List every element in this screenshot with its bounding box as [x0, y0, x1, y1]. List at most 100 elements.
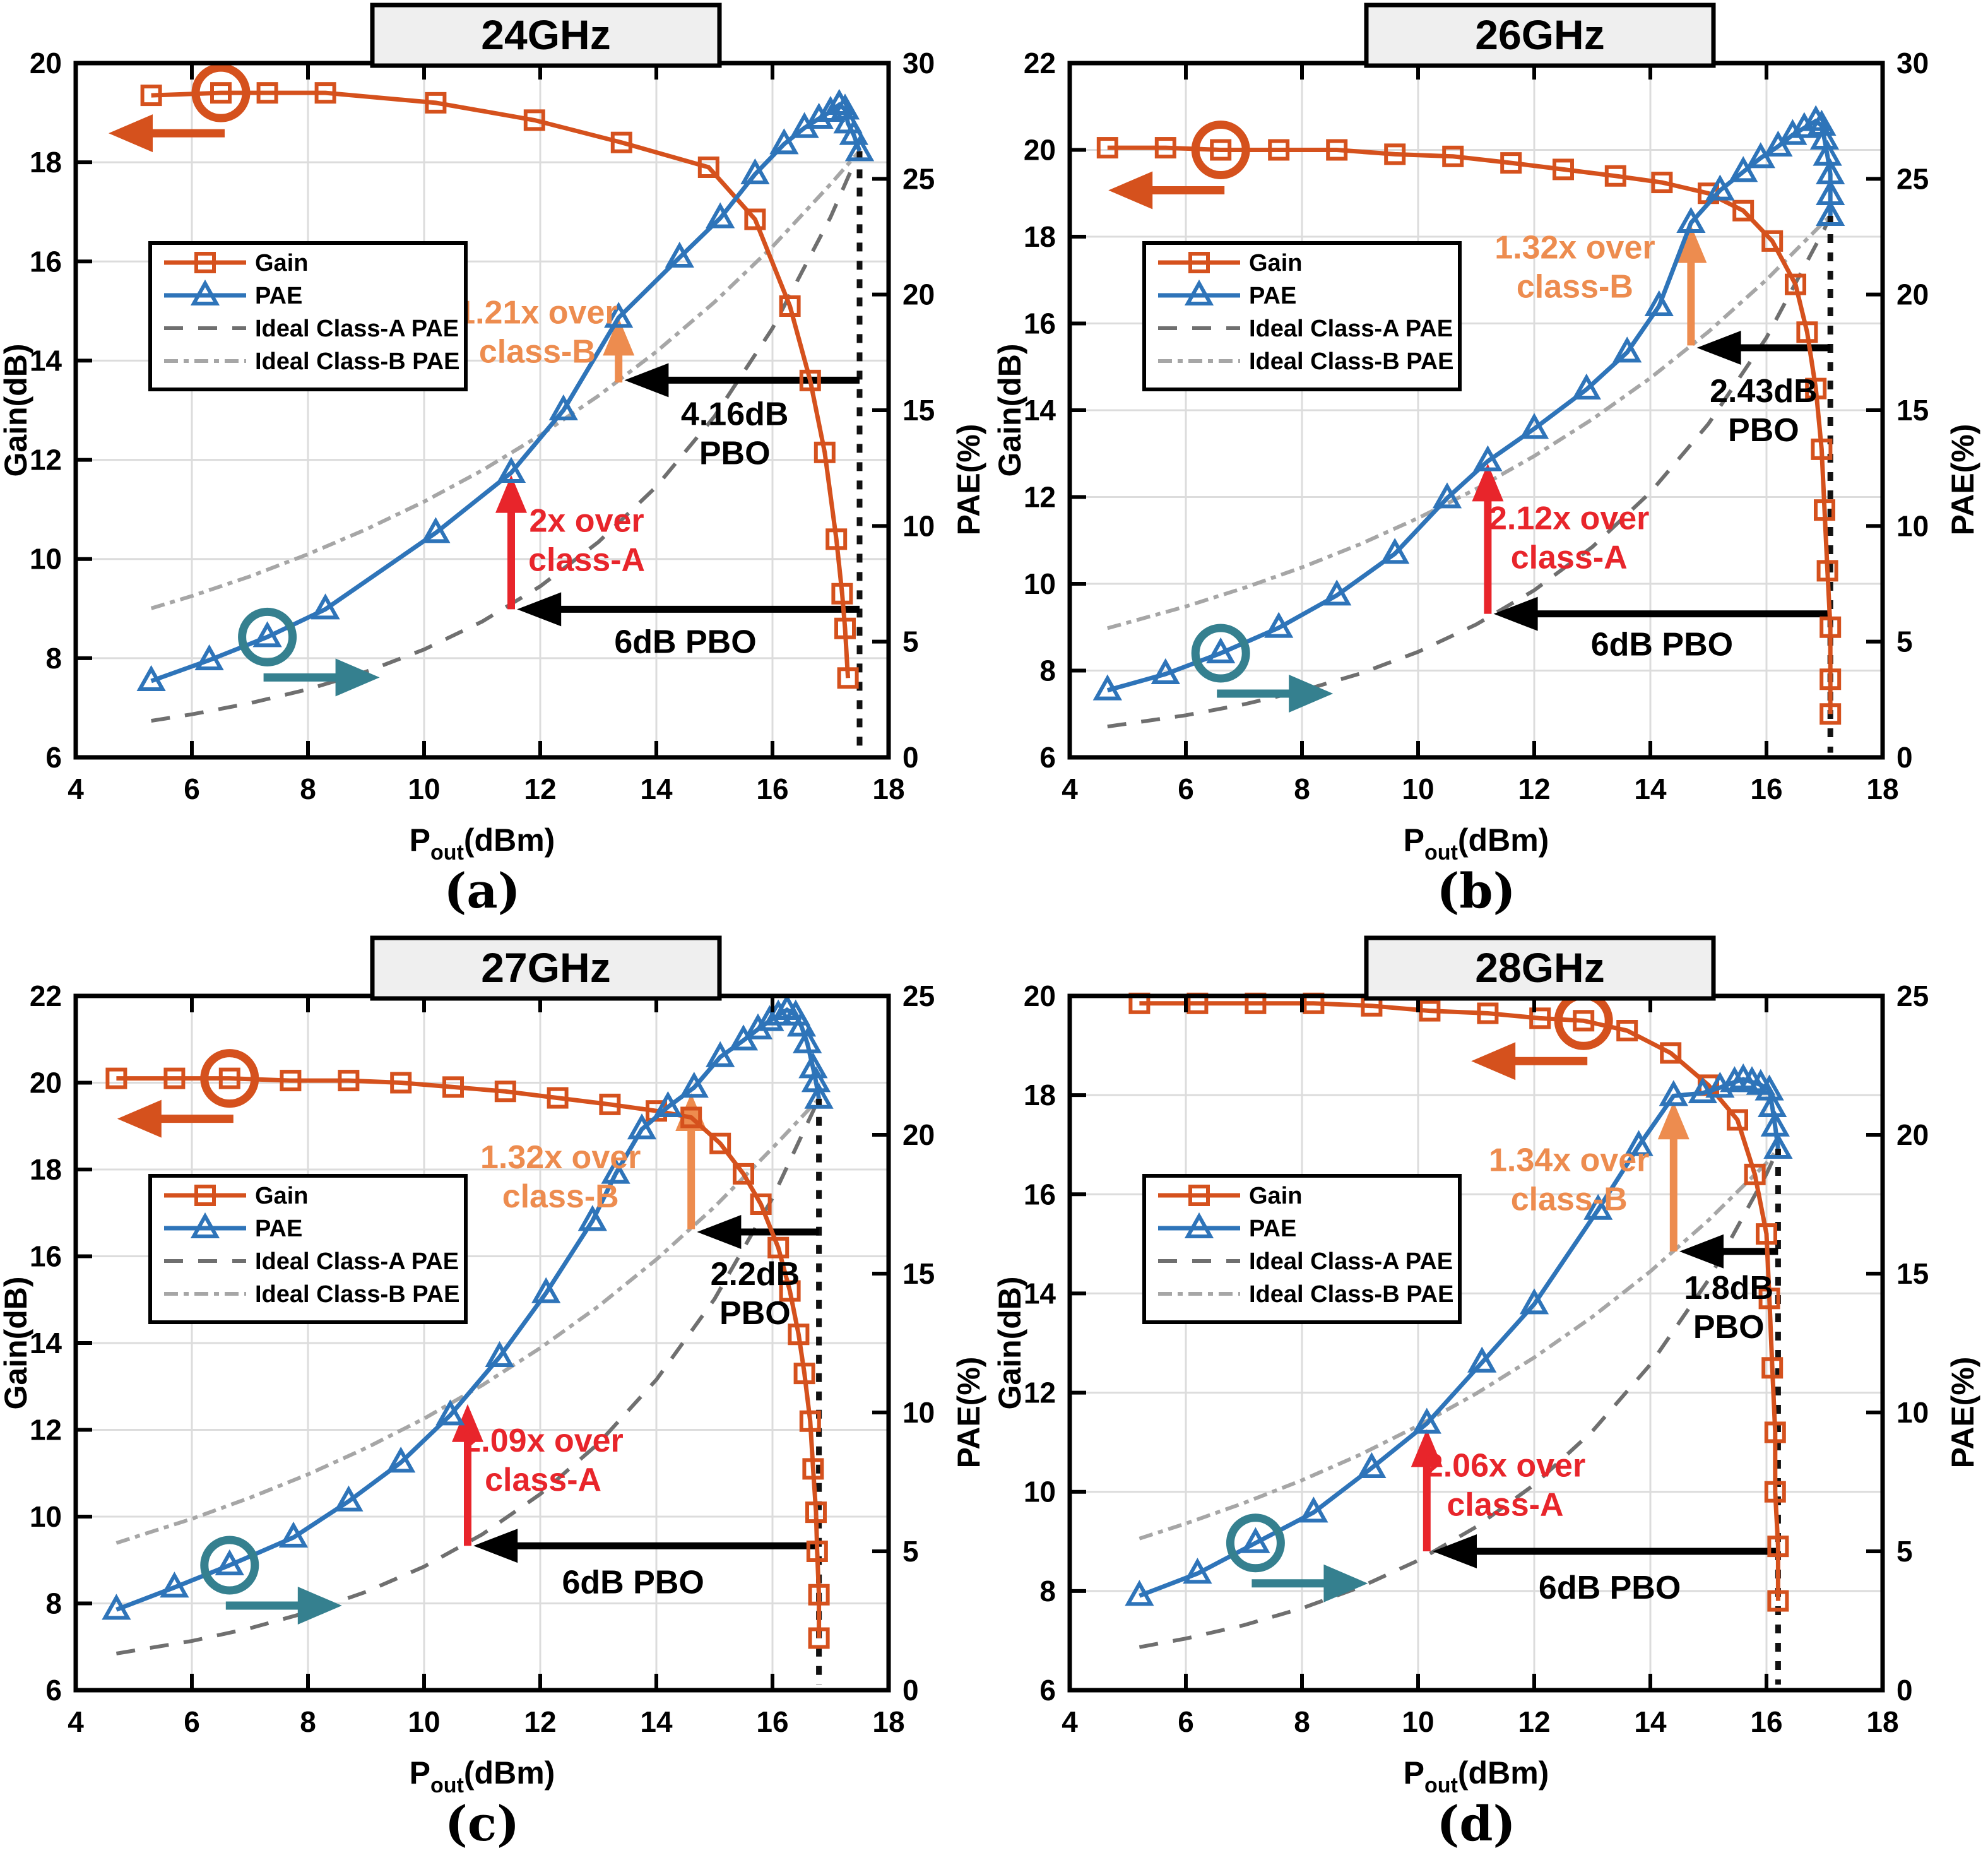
svg-text:6: 6 — [1178, 1705, 1194, 1738]
svg-text:20: 20 — [902, 1118, 935, 1151]
svg-text:10: 10 — [30, 1500, 62, 1533]
x-axis-label: Pout(dBm) — [1404, 1755, 1549, 1797]
svg-text:25: 25 — [902, 980, 935, 1012]
svg-text:0: 0 — [1896, 1674, 1913, 1707]
svg-text:4: 4 — [1062, 1705, 1078, 1738]
pbo-6db-annotation-text: 6dB PBO — [614, 624, 756, 661]
gain-series-line — [1139, 1001, 1780, 1601]
svg-text:2.12x over: 2.12x over — [1489, 500, 1649, 537]
subplot-label: (c) — [445, 1796, 519, 1852]
chart-title: 24GHz — [481, 11, 610, 58]
legend-label-pae: PAE — [1249, 1216, 1296, 1242]
svg-text:30: 30 — [1896, 47, 1929, 80]
svg-text:18: 18 — [872, 1705, 904, 1738]
class-b-gain-arrow — [1657, 1101, 1689, 1252]
class-a-gain-arrow — [452, 1404, 483, 1546]
legend-label-ideal_class_a: Ideal Class-A PAE — [1249, 1248, 1453, 1275]
svg-text:class-B: class-B — [502, 1178, 619, 1215]
pae-right-axis-indicator — [1226, 1513, 1368, 1602]
x-axis-label: Pout(dBm) — [1404, 822, 1549, 865]
svg-text:0: 0 — [902, 1674, 919, 1707]
svg-text:0: 0 — [1896, 741, 1913, 774]
svg-text:6: 6 — [1178, 773, 1194, 805]
svg-text:class-A: class-A — [485, 1462, 601, 1498]
svg-text:12: 12 — [1518, 773, 1550, 805]
svg-text:1.8dB: 1.8dB — [1684, 1270, 1773, 1306]
svg-text:15: 15 — [1896, 1257, 1929, 1290]
svg-text:1.32x over: 1.32x over — [1494, 230, 1655, 266]
svg-text:14: 14 — [1024, 1277, 1056, 1310]
svg-text:20: 20 — [902, 278, 935, 311]
pae-series — [136, 88, 875, 691]
svg-text:15: 15 — [902, 1257, 935, 1290]
tick-labels: 4 6 8 10 12 14 16 18681012141618202205101520253… — [1024, 47, 1929, 805]
legend-box — [148, 1174, 468, 1324]
chart-quadrant-26ghz: 1.32x over class-B 2.43dB PBO 2.12x over clas… — [994, 0, 1988, 932]
pbo-6db-annotation-text: 6dB PBO — [1591, 626, 1733, 663]
y-axis-label-left: Gain(dB) — [994, 1276, 1027, 1409]
svg-text:class-A: class-A — [528, 542, 645, 578]
svg-text:16: 16 — [1024, 1178, 1056, 1211]
svg-text:16: 16 — [1750, 773, 1782, 805]
svg-text:10: 10 — [408, 1705, 440, 1738]
svg-text:10: 10 — [1024, 1476, 1056, 1508]
class-a-gain-arrow — [1411, 1429, 1443, 1551]
svg-text:12: 12 — [524, 1705, 556, 1738]
gain-series-line — [151, 90, 851, 678]
svg-text:4.16dB: 4.16dB — [681, 396, 789, 433]
y-axis-label-left: Gain(dB) — [994, 343, 1027, 477]
legend-box — [1142, 1174, 1462, 1324]
subplot-label: (d) — [1436, 1796, 1515, 1852]
legend-label-ideal_class_b: Ideal Class-B PAE — [255, 1281, 460, 1308]
chart-title-box: 28GHz — [1364, 935, 1716, 1001]
class-a-gain-arrow — [495, 475, 527, 610]
svg-text:30: 30 — [902, 47, 935, 80]
gain-series-line — [1107, 145, 1833, 714]
pae-series — [1125, 1063, 1793, 1606]
legend-label-ideal_class_a: Ideal Class-A PAE — [255, 1248, 459, 1275]
svg-text:8: 8 — [1294, 1705, 1310, 1738]
ideal-class-b-line — [1139, 1147, 1780, 1541]
legend-label-gain: Gain — [1249, 1183, 1302, 1209]
svg-text:20: 20 — [1024, 980, 1056, 1012]
svg-text:14: 14 — [30, 1327, 62, 1359]
svg-text:1.34x over: 1.34x over — [1489, 1142, 1649, 1178]
svg-text:8: 8 — [1039, 654, 1056, 687]
svg-text:18: 18 — [1024, 220, 1056, 253]
svg-text:16: 16 — [30, 245, 62, 278]
svg-text:20: 20 — [1024, 134, 1056, 167]
svg-text:12: 12 — [30, 1414, 62, 1447]
gain-series — [105, 1067, 830, 1649]
pae-series-line — [1139, 1077, 1780, 1598]
svg-text:15: 15 — [1896, 394, 1929, 427]
svg-text:20: 20 — [30, 1067, 62, 1099]
svg-text:6: 6 — [184, 1705, 200, 1738]
svg-text:6: 6 — [1039, 741, 1056, 774]
gain-left-axis-indicator — [1108, 121, 1250, 210]
subplot-label: (a) — [444, 863, 520, 919]
class-a-gain-arrow — [1472, 463, 1504, 614]
svg-text:5: 5 — [1896, 625, 1913, 658]
svg-text:15: 15 — [902, 394, 935, 427]
legend-label-gain: Gain — [255, 1183, 308, 1209]
svg-text:6dB PBO: 6dB PBO — [562, 1564, 704, 1601]
svg-text:0: 0 — [902, 741, 919, 774]
svg-text:10: 10 — [30, 543, 62, 576]
svg-text:18: 18 — [872, 773, 904, 805]
class-b-gain-arrow — [603, 317, 635, 382]
svg-text:PBO: PBO — [719, 1295, 791, 1332]
pbo-upper-arrow — [1696, 331, 1831, 365]
chart-quadrant-24ghz: 1.21x over class-B 4.16dB PBO 2x over class-A… — [0, 0, 994, 932]
svg-text:6dB PBO: 6dB PBO — [1539, 1570, 1681, 1606]
svg-text:14: 14 — [1634, 773, 1667, 805]
legend: Gain PAE Ideal Class-A PAE Ideal Class-B PA… — [1142, 241, 1462, 391]
chart-quadrant-28ghz: 1.34x over class-B 1.8dB PBO 2.06x over class… — [994, 933, 1988, 1865]
svg-text:8: 8 — [300, 1705, 316, 1738]
svg-text:6dB PBO: 6dB PBO — [614, 624, 756, 661]
